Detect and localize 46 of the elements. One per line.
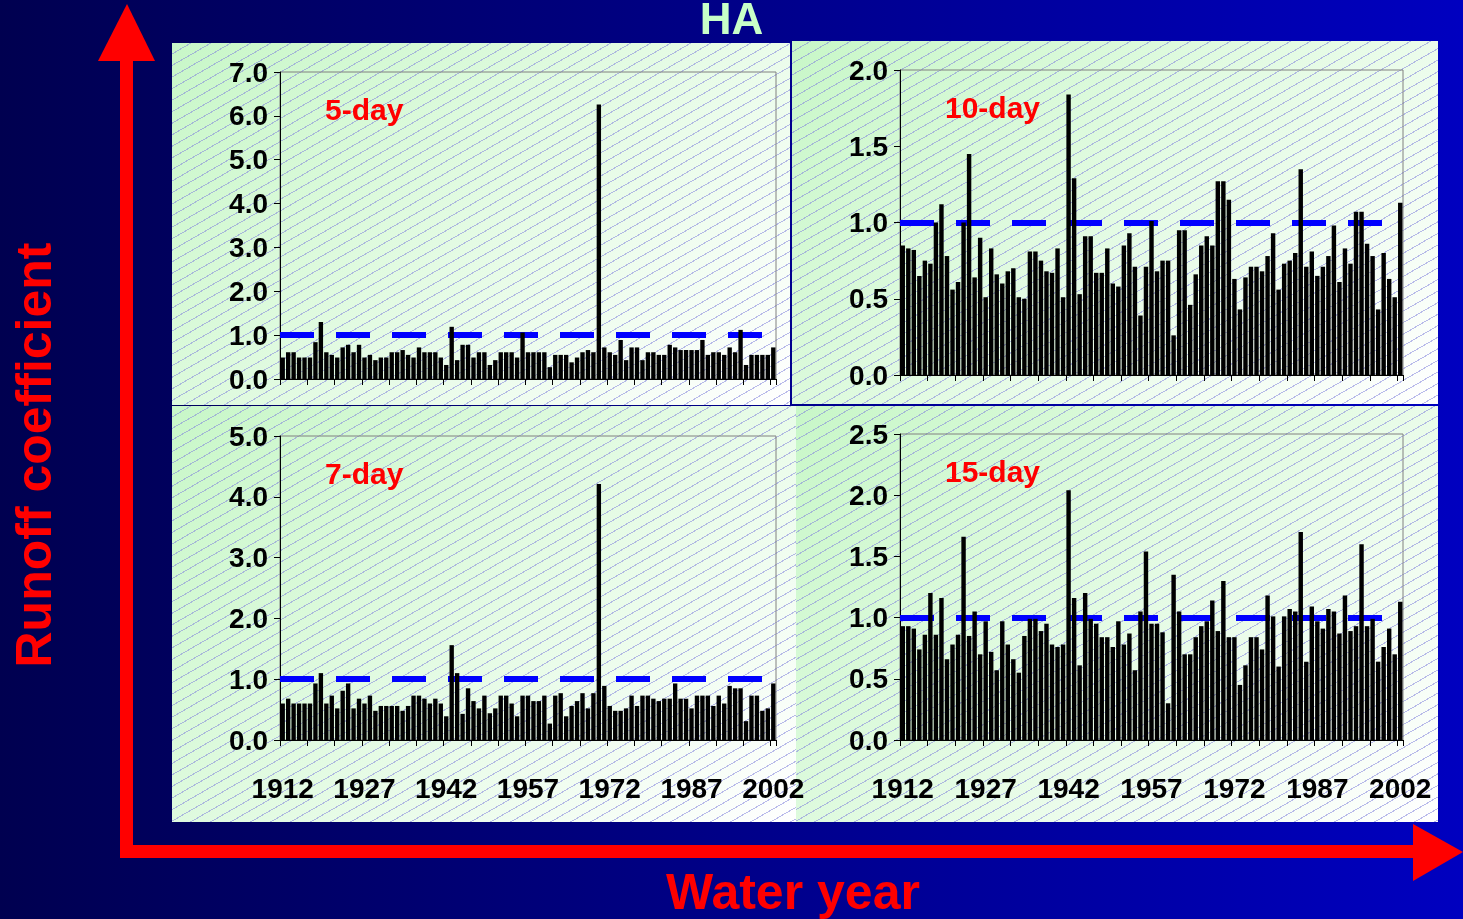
y-tick-label: 1.0 bbox=[229, 663, 268, 695]
y-tick-label: 0.0 bbox=[849, 724, 888, 756]
y-tick-label: 2.0 bbox=[229, 602, 268, 634]
x-tick-label: 1957 bbox=[1120, 772, 1183, 804]
x-tick-label: 1927 bbox=[954, 772, 1017, 804]
y-axis-title: Runoff coefficient bbox=[5, 242, 63, 668]
y-tick-label: 1.5 bbox=[849, 130, 888, 162]
y-tick-label: 7.0 bbox=[229, 56, 268, 88]
y-tick-label: 1.0 bbox=[229, 319, 268, 351]
annotation: 7-day bbox=[325, 456, 404, 490]
y-tick-label: 2.0 bbox=[849, 54, 888, 86]
y-tick-label: 0.0 bbox=[229, 724, 268, 756]
y-tick-label: 0.5 bbox=[849, 283, 888, 315]
x-tick-label: 1942 bbox=[415, 772, 478, 804]
y-tick-label: 0.0 bbox=[849, 359, 888, 391]
y-tick-label: 2.0 bbox=[229, 275, 268, 307]
x-tick-label: 1987 bbox=[1286, 772, 1349, 804]
y-tick-label: 0.0 bbox=[229, 363, 268, 395]
y-tick-label: 6.0 bbox=[229, 100, 268, 132]
x-tick-label: 1987 bbox=[660, 772, 723, 804]
y-tick-label: 5.0 bbox=[229, 144, 268, 176]
y-tick-label: 2.5 bbox=[849, 418, 888, 450]
annotation: 5-day bbox=[325, 92, 404, 126]
x-tick-label: 2002 bbox=[1369, 772, 1432, 804]
x-tick-label: 1912 bbox=[251, 772, 314, 804]
x-axis-title: Water year bbox=[666, 863, 920, 919]
x-tick-label: 1972 bbox=[1203, 772, 1266, 804]
x-tick-label: 1927 bbox=[333, 772, 396, 804]
y-tick-label: 1.0 bbox=[849, 602, 888, 634]
annotation: 15-day bbox=[945, 454, 1041, 488]
x-tick-label: 1972 bbox=[578, 772, 641, 804]
y-tick-label: 1.0 bbox=[849, 207, 888, 238]
y-tick-label: 0.5 bbox=[849, 663, 888, 695]
x-tick-label: 1942 bbox=[1037, 772, 1100, 804]
x-tick-label: 1912 bbox=[871, 772, 934, 804]
y-tick-label: 3.0 bbox=[229, 542, 268, 574]
y-tick-label: 1.5 bbox=[849, 540, 888, 572]
chart-title: HA bbox=[698, 0, 765, 44]
y-tick-label: 4.0 bbox=[229, 481, 268, 513]
x-tick-label: 1957 bbox=[496, 772, 560, 804]
y-tick-label: 5.0 bbox=[229, 420, 268, 452]
x-tick-label: 2002 bbox=[742, 772, 805, 804]
y-tick-label: 4.0 bbox=[229, 188, 268, 220]
annotation: 10-day bbox=[945, 90, 1041, 124]
y-tick-label: 3.0 bbox=[229, 231, 268, 263]
y-tick-label: 2.0 bbox=[849, 479, 888, 511]
